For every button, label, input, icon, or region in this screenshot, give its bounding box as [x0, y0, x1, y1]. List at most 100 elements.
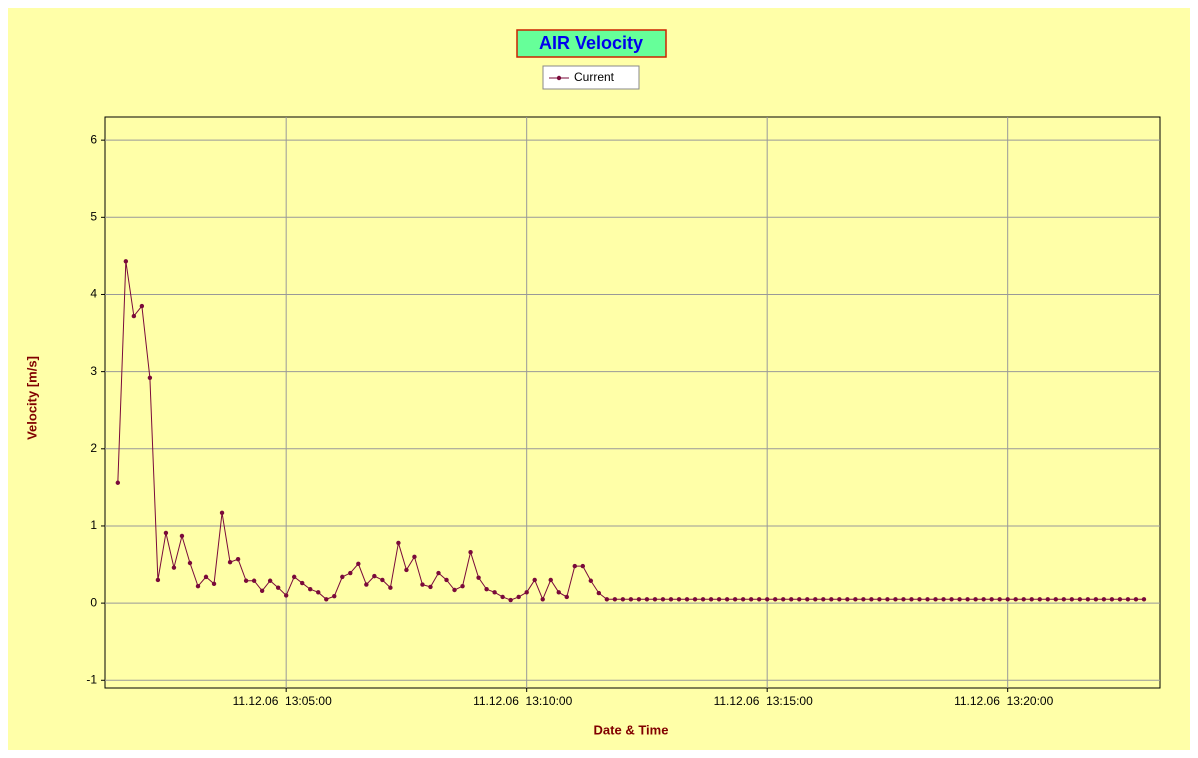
- data-point: [1133, 597, 1139, 602]
- data-point: [540, 597, 545, 602]
- data-point: [957, 597, 962, 602]
- y-tick-label: 2: [90, 441, 97, 455]
- data-point: [997, 597, 1002, 602]
- data-point: [291, 574, 297, 580]
- data-point: [356, 561, 361, 566]
- x-axis-label: Date & Time: [594, 722, 669, 737]
- data-point: [259, 588, 265, 593]
- data-point: [548, 577, 553, 583]
- data-point: [203, 574, 209, 580]
- data-point: [564, 594, 569, 600]
- data-point: [901, 597, 906, 602]
- data-point: [949, 597, 954, 602]
- data-point: [1077, 597, 1083, 602]
- data-point: [444, 577, 449, 583]
- data-point: [724, 597, 730, 602]
- data-point: [267, 578, 273, 583]
- data-point: [396, 540, 401, 546]
- data-point: [243, 578, 249, 583]
- data-point: [211, 581, 217, 587]
- data-point: [869, 597, 874, 602]
- data-point: [588, 578, 594, 583]
- y-axis-label: Velocity [m/s]: [24, 356, 39, 440]
- data-point: [404, 567, 409, 573]
- data-point: [740, 597, 746, 602]
- data-point: [1037, 597, 1042, 602]
- y-tick-label: 1: [90, 518, 97, 532]
- data-point: [845, 597, 850, 602]
- data-point: [139, 303, 145, 309]
- data-point: [332, 593, 337, 599]
- data-point: [1125, 597, 1131, 602]
- data-point: [861, 597, 866, 602]
- legend-marker: [556, 75, 562, 81]
- x-tick-label: 11.12.06 13:20:00: [954, 694, 1054, 708]
- data-point: [316, 590, 321, 595]
- data-point: [476, 575, 481, 580]
- data-point: [716, 597, 722, 602]
- data-point: [789, 597, 794, 602]
- data-point: [925, 597, 930, 602]
- data-point: [275, 585, 281, 590]
- data-point: [324, 597, 329, 602]
- data-point: [163, 530, 169, 536]
- data-point: [171, 565, 177, 570]
- data-point: [524, 590, 529, 595]
- data-point: [644, 597, 650, 602]
- data-point: [941, 597, 946, 602]
- data-point: [700, 597, 706, 602]
- y-tick-label: 6: [90, 132, 97, 146]
- y-tick-label: 3: [90, 364, 97, 378]
- y-tick-label: 4: [90, 287, 97, 301]
- data-point: [187, 560, 193, 566]
- data-point: [179, 533, 185, 539]
- data-point: [123, 259, 129, 264]
- legend: [542, 65, 640, 90]
- chart-background: [8, 8, 1190, 750]
- data-point: [748, 597, 754, 602]
- data-point: [251, 578, 257, 583]
- data-point: [388, 585, 393, 590]
- data-point: [484, 587, 489, 592]
- data-point: [853, 597, 858, 602]
- data-point: [348, 570, 353, 576]
- x-tick-label: 11.12.06 13:10:00: [473, 694, 573, 708]
- data-point: [1117, 597, 1123, 602]
- data-point: [772, 597, 778, 602]
- data-point: [572, 563, 577, 569]
- data-point: [1029, 597, 1034, 602]
- legend-label: Current: [574, 70, 615, 84]
- data-point: [155, 577, 161, 583]
- data-point: [684, 597, 690, 602]
- data-point: [837, 597, 842, 602]
- data-point: [660, 597, 666, 602]
- data-point: [797, 597, 802, 602]
- data-point: [620, 597, 626, 602]
- data-point: [436, 570, 441, 576]
- chart-title: AIR Velocity: [539, 33, 643, 53]
- data-point: [147, 375, 153, 381]
- data-point: [428, 584, 433, 590]
- data-point: [308, 587, 313, 592]
- data-point: [1141, 597, 1147, 602]
- data-point: [756, 597, 762, 602]
- data-point: [965, 597, 970, 602]
- y-tick-label: 0: [90, 595, 97, 609]
- data-point: [909, 597, 914, 602]
- data-point: [412, 554, 417, 560]
- data-point: [115, 480, 121, 485]
- data-point: [283, 593, 289, 598]
- plot-frame: [104, 116, 1161, 689]
- data-point: [227, 560, 233, 565]
- data-point: [372, 573, 377, 579]
- data-point: [380, 577, 385, 583]
- data-point: [877, 597, 882, 602]
- data-point: [1013, 597, 1018, 602]
- data-point: [813, 597, 818, 602]
- data-point: [917, 597, 922, 602]
- x-tick-label: 11.12.06 13:15:00: [714, 694, 814, 708]
- data-point: [219, 510, 225, 516]
- data-point: [989, 597, 994, 602]
- data-point: [708, 597, 714, 602]
- data-point: [933, 597, 938, 602]
